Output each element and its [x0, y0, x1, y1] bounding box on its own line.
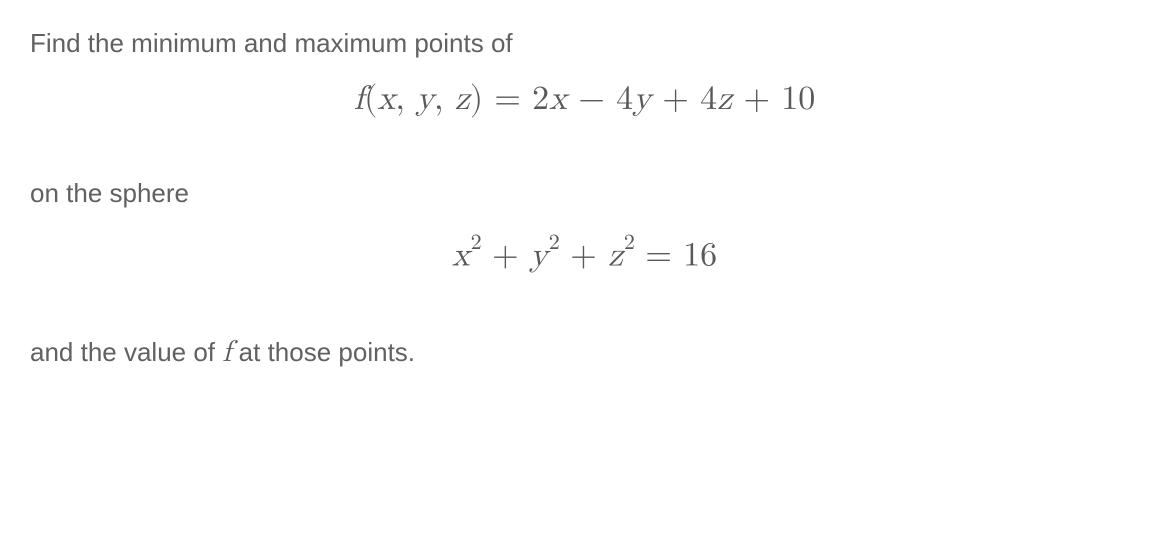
function-equation: f(x, y, z) = 2x − 4y + 4z + 10 — [30, 79, 1139, 120]
equals: = — [483, 82, 532, 116]
rhs-16: 16 — [683, 238, 717, 272]
op-plus-2: + — [559, 238, 608, 272]
op-plus-1: + — [481, 238, 530, 272]
var-z: z — [608, 238, 623, 272]
prompt-line-3: and the value of f at those points. — [30, 331, 1139, 373]
symbol-f: f — [354, 82, 364, 116]
exp-x: 2 — [471, 232, 482, 254]
line3-part-b: at those points. — [231, 337, 415, 367]
line3-part-a: and the value of — [30, 337, 222, 367]
args: (x, y, z) — [364, 82, 483, 116]
var-x: x — [452, 238, 470, 272]
var-y: y — [530, 238, 548, 272]
rhs: 2x − 4y + 4z + 10 — [532, 82, 815, 116]
op-eq: = — [634, 238, 683, 272]
prompt-line-1: Find the minimum and maximum points of — [30, 25, 1139, 61]
exp-y: 2 — [549, 232, 560, 254]
exp-z: 2 — [624, 232, 635, 254]
prompt-line-2: on the sphere — [30, 175, 1139, 211]
constraint-equation: x2 + y2 + z2 = 16 — [30, 230, 1139, 277]
